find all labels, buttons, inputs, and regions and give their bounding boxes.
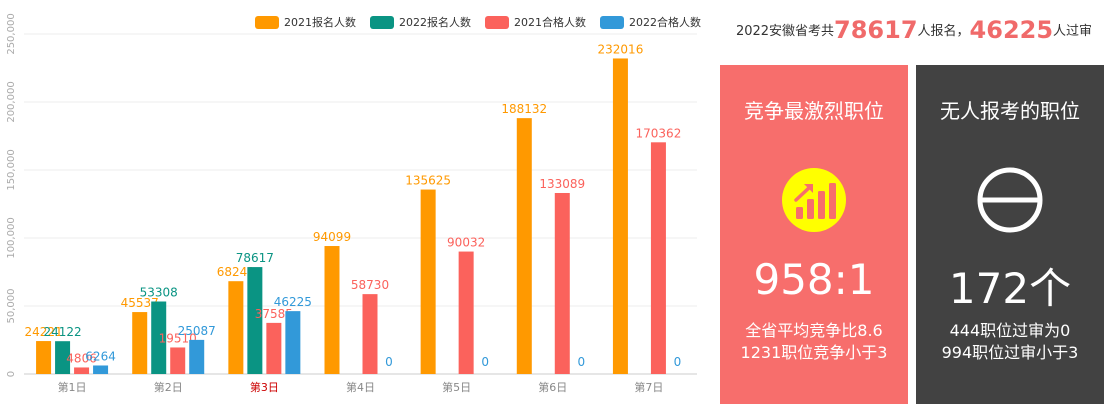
card-title: 无人报考的职位 xyxy=(940,99,1080,123)
bar xyxy=(516,118,532,375)
y-tick-label: 200,000 xyxy=(6,81,17,122)
bar xyxy=(74,367,90,374)
card-details: 全省平均竞争比8.6 1231职位竞争小于3 xyxy=(720,320,908,364)
bar-chart: 0 50,000 100,000 150,000 200,000 250,000 24221… xyxy=(6,13,697,394)
bar xyxy=(170,347,186,374)
data-label: 6264 xyxy=(85,349,116,363)
legend-swatch xyxy=(255,15,279,29)
legend-label: 2021报名人数 xyxy=(284,16,356,29)
legend-item-2021-registration[interactable]: 2021报名人数 xyxy=(255,14,356,30)
bar xyxy=(151,301,167,374)
no-applicants-card: 无人报考的职位 172个 444职位过审为0 994职位过审小于3 xyxy=(916,65,1104,404)
data-label: 135625 xyxy=(405,174,451,188)
bar xyxy=(612,58,628,374)
x-tick-label: 第4日 xyxy=(346,380,375,394)
headline-prefix: 2022安徽省考共 xyxy=(735,24,835,39)
legend-label: 2022报名人数 xyxy=(399,16,471,29)
card-title: 竞争最激烈职位 xyxy=(744,99,884,123)
y-tick-label: 100,000 xyxy=(6,217,17,258)
data-label: 0 xyxy=(577,355,585,369)
data-label: 170362 xyxy=(636,126,682,140)
no-applicant-count: 172个 xyxy=(948,264,1072,313)
zero-passed-line: 444职位过审为0 xyxy=(949,321,1071,340)
bar xyxy=(420,189,436,374)
top-competition-ratio: 958:1 xyxy=(753,255,875,304)
card-details: 444职位过审为0 994职位过审小于3 xyxy=(916,320,1104,364)
data-label: 90032 xyxy=(447,236,485,250)
bar xyxy=(247,267,263,374)
data-label: 45537 xyxy=(121,296,159,310)
data-label: 133089 xyxy=(539,177,585,191)
legend-label: 2021合格人数 xyxy=(514,16,586,29)
data-label: 232016 xyxy=(598,42,644,56)
data-label: 53308 xyxy=(140,286,178,300)
headline-mid: 人报名， xyxy=(917,24,970,39)
bar xyxy=(285,311,301,374)
data-label: 37585 xyxy=(255,307,293,321)
legend-item-2021-passed[interactable]: 2021合格人数 xyxy=(485,14,586,30)
x-tick-label: 第5日 xyxy=(442,380,471,394)
y-tick-label: 50,000 xyxy=(6,289,17,324)
empty-circle-icon xyxy=(977,167,1043,233)
x-tick-label: 第3日 xyxy=(250,380,279,394)
data-label: 0 xyxy=(481,355,489,369)
data-label: 19510 xyxy=(159,331,197,345)
data-label: 24221 xyxy=(24,325,62,339)
data-label: 68241 xyxy=(217,265,255,279)
bar xyxy=(228,281,244,374)
headline-registration-count: 78617 xyxy=(834,16,918,44)
data-label: 4806 xyxy=(66,351,97,365)
legend-swatch xyxy=(485,15,509,29)
bar xyxy=(362,294,378,374)
chart-legend: 2021报名人数 2022报名人数 2021合格人数 2022合格人数 xyxy=(255,14,701,30)
bar xyxy=(266,322,282,374)
low-competition-line: 1231职位竞争小于3 xyxy=(740,343,888,362)
legend-swatch xyxy=(600,15,624,29)
chart-up-icon xyxy=(782,168,846,232)
bar xyxy=(458,251,474,374)
headline-passed-count: 46225 xyxy=(969,16,1054,44)
data-label: 0 xyxy=(385,355,393,369)
average-ratio-line: 全省平均竞争比8.6 xyxy=(745,321,883,340)
data-label: 94099 xyxy=(313,230,351,244)
data-label: 0 xyxy=(674,355,682,369)
y-tick-label: 250,000 xyxy=(6,13,17,54)
data-label: 188132 xyxy=(501,102,547,116)
x-tick-label: 第6日 xyxy=(538,380,567,394)
y-tick-label: 150,000 xyxy=(6,149,17,190)
bar xyxy=(650,142,666,374)
legend-item-2022-passed[interactable]: 2022合格人数 xyxy=(600,14,701,30)
x-tick-label: 第7日 xyxy=(634,380,663,394)
headline-suffix: 人过审 xyxy=(1053,24,1093,39)
x-tick-label: 第2日 xyxy=(154,380,183,394)
data-label: 78617 xyxy=(236,251,274,265)
legend-swatch xyxy=(370,15,394,29)
bar xyxy=(132,312,148,374)
legend-item-2022-registration[interactable]: 2022报名人数 xyxy=(370,14,471,30)
bar xyxy=(189,339,205,374)
data-label: 58730 xyxy=(351,278,389,292)
bar xyxy=(554,192,570,374)
bar xyxy=(93,365,109,374)
data-label: 24122 xyxy=(43,325,81,339)
legend-label: 2022合格人数 xyxy=(629,16,701,29)
headline: 2022安徽省考共78617人报名，46225人过审 xyxy=(722,16,1106,44)
few-passed-line: 994职位过审小于3 xyxy=(941,343,1079,362)
most-competitive-card: 竞争最激烈职位 958:1 全省平均竞争比8.6 1231职位竞争小于3 xyxy=(720,65,908,404)
bar xyxy=(55,341,71,374)
x-tick-label: 第1日 xyxy=(58,380,87,394)
y-tick-label: 0 xyxy=(6,371,17,377)
bar xyxy=(36,341,52,374)
data-label: 46225 xyxy=(274,295,312,309)
bar xyxy=(324,246,340,374)
data-label: 25087 xyxy=(178,324,216,338)
